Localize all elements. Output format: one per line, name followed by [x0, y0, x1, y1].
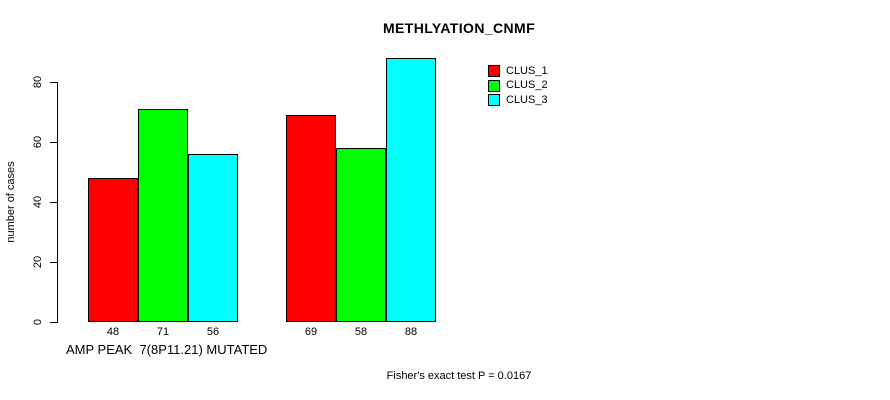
bar-clus_1-group2: [286, 115, 336, 322]
y-tick: [50, 262, 57, 263]
bar-clus_3-group2: [386, 58, 436, 322]
y-tick-label: 80: [32, 75, 44, 89]
x-axis-label: AMP PEAK 7(8P11.21) MUTATED: [66, 342, 268, 357]
y-axis-line: [57, 82, 58, 323]
bar-value-label: 48: [106, 326, 120, 338]
y-tick: [50, 82, 57, 83]
legend: CLUS_1 CLUS_2 CLUS_3: [488, 64, 548, 108]
legend-swatch: [488, 79, 500, 92]
y-tick: [50, 142, 57, 143]
y-tick-label: 0: [32, 318, 44, 326]
legend-swatch: [488, 94, 500, 107]
legend-label: CLUS_1: [506, 64, 548, 77]
bar-clus_3-group1: [188, 154, 238, 322]
y-tick-label: 60: [32, 135, 44, 149]
bar-value-label: 58: [354, 326, 368, 338]
bar-value-label: 56: [206, 326, 220, 338]
legend-item-clus_1: CLUS_1: [488, 64, 548, 79]
y-axis-label: number of cases: [5, 161, 17, 243]
legend-item-clus_2: CLUS_2: [488, 79, 548, 94]
bar-value-label: 71: [156, 326, 170, 338]
bar-value-label: 69: [304, 326, 318, 338]
bar-value-label: 88: [404, 326, 418, 338]
chart-title: METHLYATION_CNMF: [382, 20, 536, 36]
legend-label: CLUS_2: [506, 79, 548, 92]
bar-clus_2-group2: [336, 148, 386, 322]
legend-item-clus_3: CLUS_3: [488, 93, 548, 108]
stat-note: Fisher's exact test P = 0.0167: [386, 370, 532, 382]
bar-clus_2-group1: [138, 109, 188, 322]
bar-clus_1-group1: [88, 178, 138, 322]
y-tick: [50, 322, 57, 323]
y-tick: [50, 202, 57, 203]
legend-swatch: [488, 65, 500, 78]
legend-label: CLUS_3: [506, 93, 548, 106]
y-tick-label: 20: [32, 255, 44, 269]
y-tick-label: 40: [32, 195, 44, 209]
